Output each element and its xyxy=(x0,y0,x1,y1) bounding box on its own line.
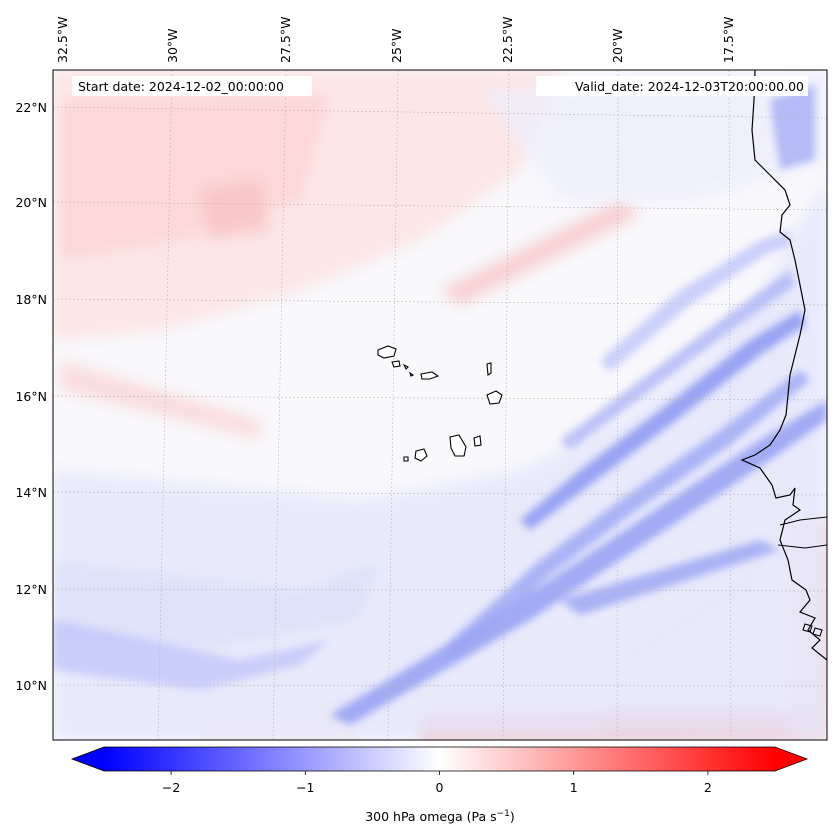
valid-date-box xyxy=(536,76,808,96)
colorbar: −2 −1 0 1 2 300 hPa omega (Pa s−1) xyxy=(70,746,809,824)
lat-label-4: 14°N xyxy=(15,485,47,500)
longitude-labels: 32.5°W 30°W 27.5°W 25°W 22.5°W 20°W 17.5… xyxy=(55,17,736,63)
colorbar-tick-label-4: 2 xyxy=(704,780,712,795)
colorbar-ticks: −2 −1 0 1 2 xyxy=(162,771,712,795)
start-date-box xyxy=(72,76,312,96)
lat-label-6: 10°N xyxy=(15,678,47,693)
lon-label-6: 17.5°W xyxy=(721,17,736,63)
latitude-labels: 22°N 20°N 18°N 16°N 14°N 12°N 10°N xyxy=(15,100,47,693)
lat-label-0: 22°N xyxy=(15,100,47,115)
omega-negative-bands xyxy=(53,85,827,725)
colorbar-label-main: 300 hPa omega (Pa s xyxy=(365,809,496,824)
lon-label-4: 22.5°W xyxy=(500,17,515,63)
lat-label-1: 20°N xyxy=(15,195,47,210)
omega-negative-field xyxy=(53,70,827,740)
african-coastline xyxy=(740,70,827,661)
lat-label-3: 16°N xyxy=(15,389,47,404)
colorbar-extend-max xyxy=(775,747,807,771)
valid-date-label: Valid_date: 2024-12-03T20:00:00.00 xyxy=(575,79,804,94)
graticule xyxy=(53,70,827,740)
bissagos-outline xyxy=(802,623,823,637)
map-border xyxy=(52,69,828,741)
colorbar-outline xyxy=(70,746,809,772)
lon-label-2: 27.5°W xyxy=(278,17,293,63)
colorbar-label-exponent: −1 xyxy=(497,809,510,819)
colorbar-label: 300 hPa omega (Pa s−1) xyxy=(365,809,515,824)
colorbar-extend-min xyxy=(72,747,104,771)
colorbar-tick-label-1: −1 xyxy=(296,780,314,795)
map-panel: Start date: 2024-12-02_00:00:00 Valid_da… xyxy=(53,70,827,740)
colorbar-tick-label-0: −2 xyxy=(162,780,180,795)
lon-label-0: 32.5°W xyxy=(55,17,70,63)
colorbar-label-end: ) xyxy=(510,809,515,824)
lon-label-5: 20°W xyxy=(610,28,625,63)
colorbar-gradient xyxy=(104,747,775,771)
cape-verde-islands xyxy=(377,345,503,462)
colorbar-tick-label-3: 1 xyxy=(570,780,578,795)
lat-label-2: 18°N xyxy=(15,292,47,307)
gambia-outline xyxy=(777,516,827,549)
lat-label-5: 12°N xyxy=(15,582,47,597)
start-date-label: Start date: 2024-12-02_00:00:00 xyxy=(78,79,284,94)
colorbar-tick-label-2: 0 xyxy=(436,780,444,795)
lon-label-1: 30°W xyxy=(165,28,180,63)
lon-label-3: 25°W xyxy=(389,28,404,63)
